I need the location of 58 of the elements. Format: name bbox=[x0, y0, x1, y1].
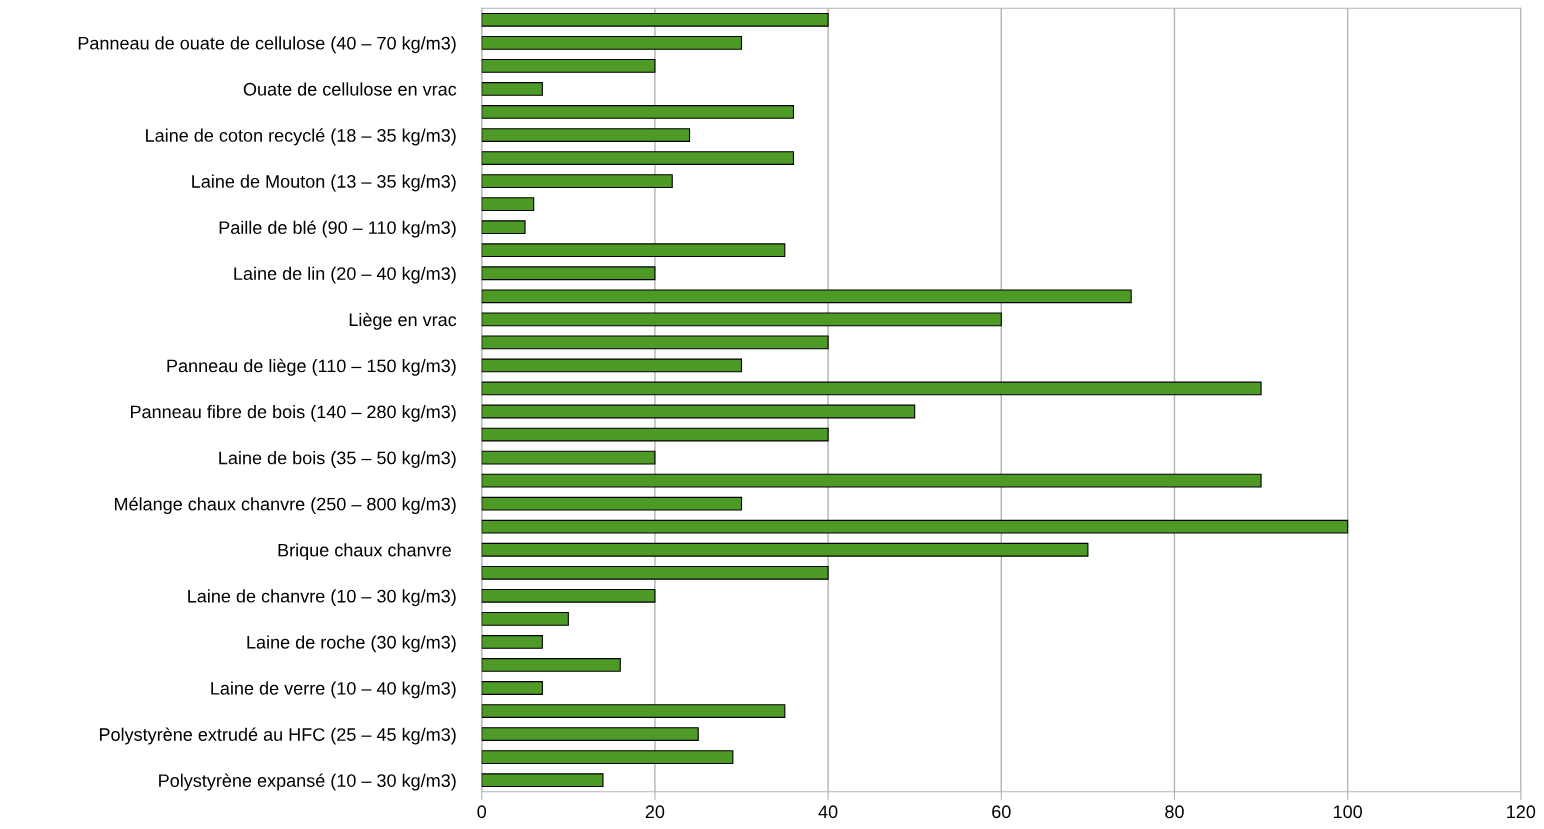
bar bbox=[481, 243, 786, 258]
bar bbox=[481, 588, 656, 603]
bar bbox=[481, 12, 829, 27]
y-tick-label: Laine de coton recyclé (18 – 35 kg/m3) bbox=[146, 128, 456, 146]
y-tick-label: Laine de lin (20 – 40 kg/m3) bbox=[234, 266, 456, 284]
bar bbox=[481, 151, 795, 165]
bar bbox=[481, 658, 621, 672]
bar bbox=[481, 128, 691, 142]
y-tick-label: Laine de bois (35 – 50 kg/m3) bbox=[219, 451, 456, 468]
bar bbox=[481, 220, 526, 235]
y-tick-label: Panneau de liège (110 – 150 kg/m3) bbox=[167, 358, 456, 376]
y-tick-label: Brique chaux chanvre bbox=[278, 543, 451, 561]
bar bbox=[481, 635, 543, 649]
bar bbox=[481, 105, 795, 119]
y-tick-label: Laine de verre (10 – 40 kg/m3) bbox=[211, 681, 456, 699]
bar bbox=[481, 312, 1002, 327]
bar bbox=[481, 727, 699, 741]
bar bbox=[481, 35, 743, 50]
bar bbox=[481, 404, 916, 419]
y-tick-label: Ouate de cellulose en vrac bbox=[243, 82, 457, 96]
x-tick-label: 0 bbox=[477, 805, 487, 819]
bar bbox=[481, 381, 1262, 396]
bar bbox=[481, 335, 829, 350]
bar bbox=[481, 473, 1262, 488]
bar bbox=[481, 197, 535, 212]
x-tick-label: 80 bbox=[1165, 805, 1184, 819]
x-tick-label: 120 bbox=[1507, 805, 1536, 819]
bar bbox=[481, 450, 656, 465]
y-tick-label: Laine de chanvre (10 – 30 kg/m3) bbox=[188, 589, 456, 607]
bar bbox=[481, 266, 656, 281]
bar bbox=[481, 82, 543, 96]
y-tick-label: Liège en vrac bbox=[349, 312, 457, 330]
y-tick-label: Paille de blé (90 – 110 kg/m3) bbox=[219, 220, 456, 238]
y-tick-label: Laine de roche (30 kg/m3) bbox=[247, 635, 456, 653]
bar bbox=[481, 611, 569, 626]
bar bbox=[481, 565, 829, 580]
bar bbox=[481, 704, 786, 718]
bar bbox=[481, 519, 1349, 534]
y-tick-label: Laine de Mouton (13 – 35 kg/m3) bbox=[192, 174, 456, 192]
x-tick-label: 60 bbox=[992, 805, 1011, 819]
x-tick-label: 100 bbox=[1333, 805, 1363, 819]
bar bbox=[481, 427, 829, 442]
x-tick-label: 20 bbox=[645, 805, 665, 819]
bar bbox=[481, 59, 656, 73]
y-tick-label: Polystyrène extrudé au HFC (25 – 45 kg/m3) bbox=[99, 727, 456, 745]
y-tick-label: Polystyrène expansé (10 – 30 kg/m3) bbox=[159, 773, 456, 791]
y-tick-label: Panneau fibre de bois (140 – 280 kg/m3) bbox=[131, 404, 456, 422]
y-tick-label: Panneau de ouate de cellulose (40 – 70 kg/m3) bbox=[78, 36, 456, 54]
bar bbox=[481, 174, 673, 188]
y-tick-label: Mélange chaux chanvre (250 – 800 kg/m3) bbox=[114, 497, 456, 515]
bar bbox=[481, 681, 543, 695]
x-tick-label: 40 bbox=[818, 805, 838, 819]
bar bbox=[481, 773, 604, 788]
bar bbox=[481, 358, 743, 373]
bar bbox=[481, 542, 1089, 557]
bar bbox=[481, 289, 1132, 304]
bar bbox=[481, 496, 743, 511]
bar bbox=[481, 750, 734, 765]
